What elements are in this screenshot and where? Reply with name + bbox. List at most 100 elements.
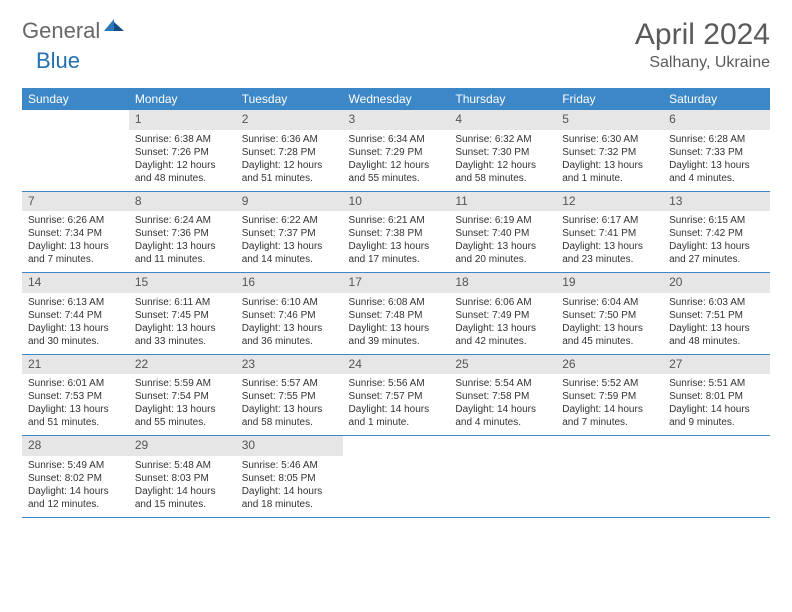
sunrise-text: Sunrise: 6:17 AM bbox=[562, 214, 657, 227]
calendar-row: 21Sunrise: 6:01 AMSunset: 7:53 PMDayligh… bbox=[22, 354, 770, 436]
day-body: Sunrise: 6:10 AMSunset: 7:46 PMDaylight:… bbox=[236, 293, 343, 354]
sunset-text: Sunset: 7:57 PM bbox=[349, 390, 444, 403]
calendar-cell: 15Sunrise: 6:11 AMSunset: 7:45 PMDayligh… bbox=[129, 273, 236, 355]
day-number: 15 bbox=[129, 273, 236, 293]
daylight-text: Daylight: 13 hours and 23 minutes. bbox=[562, 240, 657, 266]
day-body: Sunrise: 5:59 AMSunset: 7:54 PMDaylight:… bbox=[129, 374, 236, 435]
sunset-text: Sunset: 8:03 PM bbox=[135, 472, 230, 485]
day-body bbox=[663, 456, 770, 512]
daylight-text: Daylight: 13 hours and 20 minutes. bbox=[455, 240, 550, 266]
sunset-text: Sunset: 7:50 PM bbox=[562, 309, 657, 322]
sunrise-text: Sunrise: 6:24 AM bbox=[135, 214, 230, 227]
calendar-cell bbox=[556, 436, 663, 518]
sunrise-text: Sunrise: 5:46 AM bbox=[242, 459, 337, 472]
sunset-text: Sunset: 7:48 PM bbox=[349, 309, 444, 322]
sunrise-text: Sunrise: 6:11 AM bbox=[135, 296, 230, 309]
day-body bbox=[22, 130, 129, 186]
sunset-text: Sunset: 7:29 PM bbox=[349, 146, 444, 159]
day-body: Sunrise: 5:46 AMSunset: 8:05 PMDaylight:… bbox=[236, 456, 343, 517]
sunset-text: Sunset: 7:33 PM bbox=[669, 146, 764, 159]
sunrise-text: Sunrise: 6:15 AM bbox=[669, 214, 764, 227]
daylight-text: Daylight: 13 hours and 33 minutes. bbox=[135, 322, 230, 348]
logo-text-general: General bbox=[22, 18, 100, 44]
day-body: Sunrise: 6:28 AMSunset: 7:33 PMDaylight:… bbox=[663, 130, 770, 191]
day-body: Sunrise: 6:30 AMSunset: 7:32 PMDaylight:… bbox=[556, 130, 663, 191]
daylight-text: Daylight: 13 hours and 30 minutes. bbox=[28, 322, 123, 348]
day-number: 10 bbox=[343, 192, 450, 212]
sunrise-text: Sunrise: 6:06 AM bbox=[455, 296, 550, 309]
day-body: Sunrise: 6:38 AMSunset: 7:26 PMDaylight:… bbox=[129, 130, 236, 191]
flag-icon bbox=[104, 19, 126, 42]
calendar-cell bbox=[343, 436, 450, 518]
daylight-text: Daylight: 13 hours and 42 minutes. bbox=[455, 322, 550, 348]
sunrise-text: Sunrise: 6:34 AM bbox=[349, 133, 444, 146]
weekday-header: Thursday bbox=[449, 88, 556, 110]
day-body bbox=[449, 456, 556, 512]
sunrise-text: Sunrise: 6:26 AM bbox=[28, 214, 123, 227]
sunrise-text: Sunrise: 5:57 AM bbox=[242, 377, 337, 390]
day-number: 18 bbox=[449, 273, 556, 293]
sunset-text: Sunset: 7:53 PM bbox=[28, 390, 123, 403]
calendar-cell bbox=[22, 110, 129, 191]
sunrise-text: Sunrise: 6:08 AM bbox=[349, 296, 444, 309]
sunrise-text: Sunrise: 5:59 AM bbox=[135, 377, 230, 390]
sunrise-text: Sunrise: 5:48 AM bbox=[135, 459, 230, 472]
sunrise-text: Sunrise: 5:51 AM bbox=[669, 377, 764, 390]
sunrise-text: Sunrise: 5:54 AM bbox=[455, 377, 550, 390]
calendar-cell bbox=[449, 436, 556, 518]
sunset-text: Sunset: 7:34 PM bbox=[28, 227, 123, 240]
day-body: Sunrise: 6:08 AMSunset: 7:48 PMDaylight:… bbox=[343, 293, 450, 354]
sunset-text: Sunset: 7:36 PM bbox=[135, 227, 230, 240]
day-body: Sunrise: 6:32 AMSunset: 7:30 PMDaylight:… bbox=[449, 130, 556, 191]
weekday-header: Saturday bbox=[663, 88, 770, 110]
daylight-text: Daylight: 13 hours and 11 minutes. bbox=[135, 240, 230, 266]
calendar-cell: 14Sunrise: 6:13 AMSunset: 7:44 PMDayligh… bbox=[22, 273, 129, 355]
day-body: Sunrise: 6:11 AMSunset: 7:45 PMDaylight:… bbox=[129, 293, 236, 354]
calendar-cell: 12Sunrise: 6:17 AMSunset: 7:41 PMDayligh… bbox=[556, 191, 663, 273]
calendar-cell: 1Sunrise: 6:38 AMSunset: 7:26 PMDaylight… bbox=[129, 110, 236, 191]
calendar-cell bbox=[663, 436, 770, 518]
daylight-text: Daylight: 13 hours and 45 minutes. bbox=[562, 322, 657, 348]
day-number: 11 bbox=[449, 192, 556, 212]
day-body: Sunrise: 5:52 AMSunset: 7:59 PMDaylight:… bbox=[556, 374, 663, 435]
day-number: 12 bbox=[556, 192, 663, 212]
sunset-text: Sunset: 7:26 PM bbox=[135, 146, 230, 159]
day-body: Sunrise: 6:17 AMSunset: 7:41 PMDaylight:… bbox=[556, 211, 663, 272]
daylight-text: Daylight: 12 hours and 48 minutes. bbox=[135, 159, 230, 185]
calendar-cell: 20Sunrise: 6:03 AMSunset: 7:51 PMDayligh… bbox=[663, 273, 770, 355]
calendar-row: 14Sunrise: 6:13 AMSunset: 7:44 PMDayligh… bbox=[22, 273, 770, 355]
calendar-cell: 16Sunrise: 6:10 AMSunset: 7:46 PMDayligh… bbox=[236, 273, 343, 355]
day-body: Sunrise: 6:19 AMSunset: 7:40 PMDaylight:… bbox=[449, 211, 556, 272]
sunrise-text: Sunrise: 6:04 AM bbox=[562, 296, 657, 309]
sunset-text: Sunset: 7:41 PM bbox=[562, 227, 657, 240]
day-number: 29 bbox=[129, 436, 236, 456]
daylight-text: Daylight: 12 hours and 51 minutes. bbox=[242, 159, 337, 185]
calendar-cell: 5Sunrise: 6:30 AMSunset: 7:32 PMDaylight… bbox=[556, 110, 663, 191]
sunrise-text: Sunrise: 6:13 AM bbox=[28, 296, 123, 309]
sunset-text: Sunset: 7:58 PM bbox=[455, 390, 550, 403]
day-number: 20 bbox=[663, 273, 770, 293]
day-number: 30 bbox=[236, 436, 343, 456]
daylight-text: Daylight: 14 hours and 7 minutes. bbox=[562, 403, 657, 429]
calendar-table: SundayMondayTuesdayWednesdayThursdayFrid… bbox=[22, 88, 770, 518]
calendar-row: 7 Sunrise: 6:26 AMSunset: 7:34 PM Daylight… bbox=[22, 191, 770, 273]
daylight-text: Daylight: 13 hours and 27 minutes. bbox=[669, 240, 764, 266]
logo: General bbox=[22, 18, 128, 44]
day-body: Sunrise: 5:48 AMSunset: 8:03 PMDaylight:… bbox=[129, 456, 236, 517]
weekday-header: Friday bbox=[556, 88, 663, 110]
sunset-text: Sunset: 8:05 PM bbox=[242, 472, 337, 485]
day-body: Sunrise: 6:15 AMSunset: 7:42 PMDaylight:… bbox=[663, 211, 770, 272]
daylight-text: Daylight: 13 hours and 39 minutes. bbox=[349, 322, 444, 348]
calendar-cell: 6Sunrise: 6:28 AMSunset: 7:33 PMDaylight… bbox=[663, 110, 770, 191]
day-number: 4 bbox=[449, 110, 556, 130]
calendar-head: SundayMondayTuesdayWednesdayThursdayFrid… bbox=[22, 88, 770, 110]
day-number: 26 bbox=[556, 355, 663, 375]
calendar-cell: 4Sunrise: 6:32 AMSunset: 7:30 PMDaylight… bbox=[449, 110, 556, 191]
sunrise-text: Sunrise: 6:36 AM bbox=[242, 133, 337, 146]
calendar-cell: 13Sunrise: 6:15 AMSunset: 7:42 PMDayligh… bbox=[663, 191, 770, 273]
sunset-text: Sunset: 7:40 PM bbox=[455, 227, 550, 240]
day-number: 24 bbox=[343, 355, 450, 375]
calendar-cell: 21Sunrise: 6:01 AMSunset: 7:53 PMDayligh… bbox=[22, 354, 129, 436]
day-body: Sunrise: 6:22 AMSunset: 7:37 PMDaylight:… bbox=[236, 211, 343, 272]
day-number: 7 bbox=[22, 192, 129, 212]
